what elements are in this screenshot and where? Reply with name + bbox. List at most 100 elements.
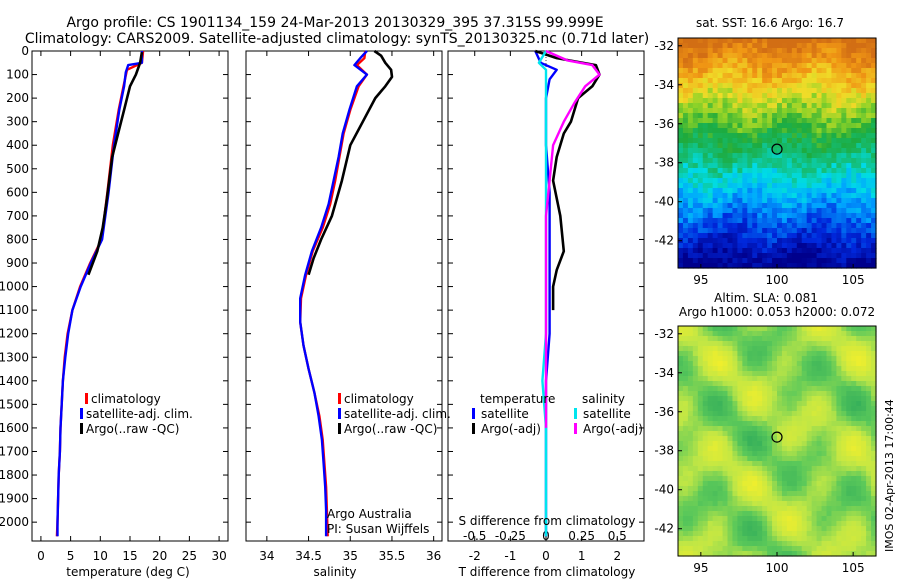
map-cell — [742, 506, 748, 512]
map-cell — [786, 401, 793, 407]
map-cell — [777, 466, 783, 472]
map-cell — [727, 401, 734, 407]
map-cell — [767, 521, 773, 527]
map-cell — [861, 416, 867, 422]
map-cell — [786, 158, 793, 164]
map-cell — [707, 411, 714, 417]
map-cell — [772, 381, 778, 387]
map-cell — [811, 223, 818, 229]
map-cell — [682, 73, 689, 79]
map-cell — [861, 208, 867, 214]
map-cell — [851, 253, 857, 259]
map-cell — [871, 536, 877, 542]
map-cell — [717, 536, 724, 542]
map-cell — [742, 536, 748, 542]
map-cell — [687, 521, 694, 527]
map-cell — [722, 88, 729, 94]
map-cell — [851, 411, 857, 417]
map-cell — [791, 521, 798, 527]
map-cell — [821, 506, 828, 512]
map-cell — [767, 326, 773, 332]
map-cell — [816, 456, 823, 462]
map-cell — [836, 233, 842, 239]
map-cell — [826, 133, 833, 139]
map-cell — [846, 63, 852, 69]
map-cell — [772, 148, 778, 154]
map-cell — [851, 341, 857, 347]
map-cell — [841, 391, 847, 397]
map-cell — [732, 406, 738, 412]
map-cell — [781, 501, 788, 507]
map-cell — [722, 253, 729, 259]
map-cell — [707, 481, 714, 487]
map-cell — [796, 153, 803, 159]
map-cell — [762, 551, 768, 557]
map-cell — [702, 113, 709, 119]
map-cell — [851, 98, 857, 104]
map-cell — [791, 123, 798, 129]
map-cell — [786, 113, 793, 119]
map-cell — [727, 178, 734, 184]
map-cell — [767, 188, 773, 194]
map-cell — [707, 541, 714, 547]
map-cell — [742, 218, 748, 224]
map-cell — [821, 203, 828, 209]
map-cell — [796, 93, 803, 99]
map-cell — [737, 381, 743, 387]
map-cell — [781, 258, 788, 264]
map-cell — [851, 346, 857, 352]
map-cell — [866, 401, 872, 407]
map-cell — [831, 491, 837, 497]
map-cell — [861, 233, 867, 239]
map-cell — [791, 361, 798, 367]
map-cell — [757, 213, 763, 219]
map-cell — [752, 381, 758, 387]
map-cell — [811, 243, 818, 249]
map-cell — [791, 461, 798, 467]
map-cell — [826, 391, 833, 397]
map-cell — [772, 516, 778, 522]
map-cell — [786, 218, 793, 224]
map-cell — [678, 148, 684, 154]
map-cell — [697, 496, 704, 502]
map-cell — [861, 351, 867, 357]
map-cell — [767, 233, 773, 239]
map-cell — [717, 336, 724, 342]
map-cell — [866, 471, 872, 477]
map-cell — [707, 263, 714, 269]
map-cell — [871, 501, 877, 507]
map-cell — [811, 446, 818, 452]
map-cell — [861, 128, 867, 134]
map-cell — [722, 411, 729, 417]
map-cell — [866, 521, 872, 527]
map-cell — [772, 356, 778, 362]
map-cell — [682, 93, 689, 99]
map-cell — [687, 496, 694, 502]
map-cell — [831, 118, 837, 124]
map-cell — [831, 431, 837, 437]
map-cell — [811, 93, 818, 99]
map-cell — [871, 341, 877, 347]
map-cell — [861, 501, 867, 507]
map-cell — [866, 391, 872, 397]
map-cell — [841, 371, 847, 377]
map-cell — [836, 491, 842, 497]
map-cell — [841, 173, 847, 179]
map-cell — [767, 351, 773, 357]
argo-australia-annotation: Argo Australia — [327, 507, 412, 521]
map-cell — [687, 376, 694, 382]
map-cell — [682, 466, 689, 472]
map-cell — [732, 83, 738, 89]
map-cell — [697, 516, 704, 522]
map-cell — [816, 501, 823, 507]
map-cell — [831, 113, 837, 119]
map-cell — [796, 223, 803, 229]
map-cell — [678, 361, 684, 367]
map-cell — [821, 68, 828, 74]
map-cell — [831, 476, 837, 482]
map-cell — [777, 188, 783, 194]
map-cell — [742, 346, 748, 352]
map-cell — [831, 188, 837, 194]
map-cell — [871, 263, 877, 269]
map-cell — [791, 391, 798, 397]
